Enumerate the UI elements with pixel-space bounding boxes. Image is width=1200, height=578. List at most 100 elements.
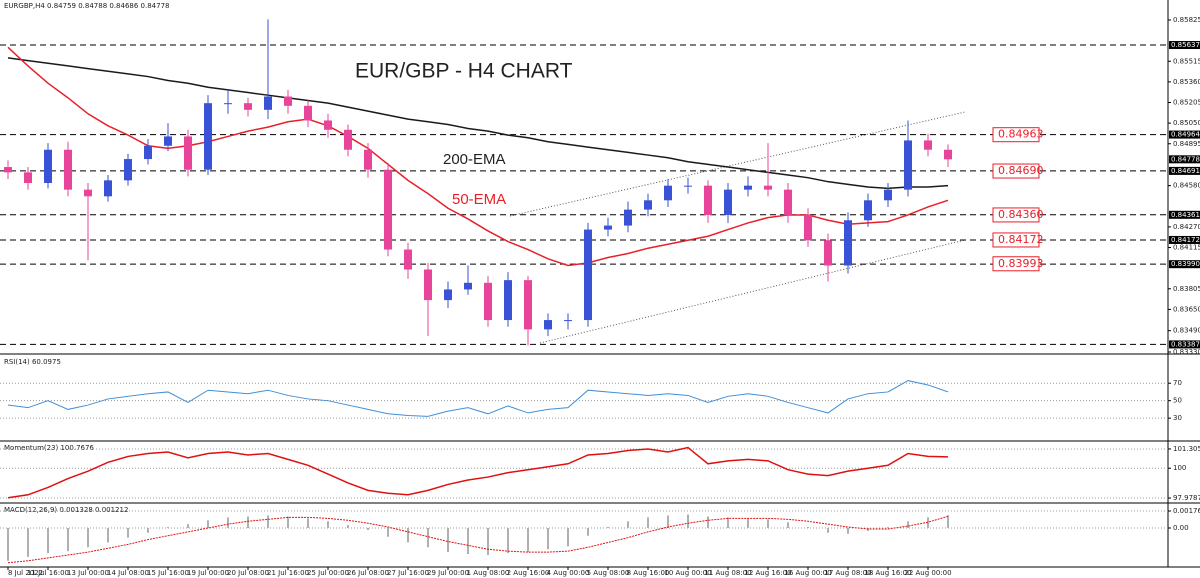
level-tag [1169, 340, 1200, 349]
candle-body [664, 185, 672, 201]
x-tick-label: 25 Jul 00:00 [307, 569, 349, 577]
macd-bar [7, 528, 9, 561]
level-label-box [992, 232, 1040, 248]
macd-bar [247, 516, 249, 529]
macd-bar [467, 528, 469, 555]
candle-body [824, 240, 832, 266]
level-tag [1169, 166, 1200, 175]
level-tag-label: 0.84172 [1171, 236, 1200, 244]
x-tick-label: 20 Jul 08:00 [227, 569, 269, 577]
macd-bar [267, 515, 269, 529]
y-tick-label: 0.85515 [1173, 57, 1200, 65]
channel-lower [539, 239, 966, 344]
macd-bar [747, 518, 749, 529]
x-tick-label: 22 Aug 00:00 [904, 569, 951, 577]
candle-body [244, 103, 252, 110]
macd-bar [947, 515, 949, 529]
macd-bar [707, 516, 709, 529]
candle-body [144, 145, 152, 160]
last-price-label: 0.84778 [1171, 155, 1200, 163]
candle-body [524, 280, 532, 330]
macd-bar [627, 521, 629, 529]
annotation: 200-EMA [443, 151, 506, 168]
x-tick-label: 14 Jul 08:00 [107, 569, 149, 577]
y-tick-label: 70 [1173, 379, 1182, 387]
y-tick-label: 50 [1173, 397, 1182, 405]
x-tick-label: 19 Jul 00:00 [187, 569, 229, 577]
candle-body [264, 96, 272, 110]
chart-title: EUR/GBP - H4 CHART [355, 60, 573, 83]
macd-bar [527, 528, 529, 553]
macd-bar [607, 527, 609, 529]
candle-body [884, 189, 892, 201]
candle-body [844, 220, 852, 266]
level-label: 0.84690 [998, 164, 1044, 177]
y-tick-label: 100 [1173, 464, 1186, 472]
candle-body [24, 172, 32, 184]
macd-bar [47, 528, 49, 554]
candle-body [784, 189, 792, 215]
x-tick-label: 8 Aug 16:00 [627, 569, 670, 577]
x-tick-label: 4 Aug 00:00 [547, 569, 590, 577]
y-tick-label: 0.85825 [1173, 16, 1200, 24]
candle-body [764, 185, 772, 190]
level-tag [1169, 210, 1200, 219]
level-label: 0.83993 [998, 257, 1044, 270]
candle-body [624, 209, 632, 226]
macd-bar [687, 514, 689, 529]
level-tag [1169, 130, 1200, 139]
macd-bar [487, 528, 489, 556]
macd-bar [327, 521, 329, 529]
macd-bar [547, 528, 549, 550]
macd-bar [447, 528, 449, 553]
header: EURGBP,H4 0.84759 0.84788 0.84686 0.8477… [4, 2, 170, 10]
macd-bar [787, 522, 789, 529]
signal-line [7, 515, 949, 564]
panel-label: MACD(12,26,9) 0.001328 0.001212 [4, 506, 128, 514]
macd-bar [87, 528, 89, 548]
x-tick-label: 5 Aug 08:00 [587, 569, 630, 577]
candle-body [204, 103, 212, 170]
y-tick-label: 0.83650 [1173, 305, 1200, 313]
y-tick-label: 0.84580 [1173, 182, 1200, 190]
y-tick-label: 0.84115 [1173, 244, 1200, 252]
candle-body [684, 185, 692, 187]
candle-body [284, 96, 292, 106]
indicator-line [7, 446, 949, 499]
macd-bar [827, 528, 829, 533]
macd-bar [387, 528, 389, 537]
candle-body [104, 180, 112, 197]
macd-bar [187, 524, 189, 529]
macd-bar [647, 517, 649, 529]
candle-body [224, 103, 232, 105]
level-label-box [992, 256, 1040, 272]
candle-body [504, 280, 512, 321]
y-tick-label: 0.84270 [1173, 223, 1200, 231]
macd-bar [427, 528, 429, 548]
macd-bar [847, 528, 849, 534]
candle-body [724, 189, 732, 215]
macd-bar [887, 527, 889, 529]
candle-body [604, 225, 612, 230]
level-tag-label: 0.84964 [1171, 131, 1200, 139]
macd-bar [907, 521, 909, 529]
level-label: 0.84360 [998, 208, 1044, 221]
macd-bar [107, 528, 109, 543]
last-price-tag [1169, 155, 1200, 164]
y-tick-label: 0.00 [1173, 524, 1189, 532]
macd-bar [767, 519, 769, 529]
candle-body [184, 136, 192, 170]
y-tick-label: 0.83330 [1173, 348, 1200, 356]
x-tick-label: 29 Jul 00:00 [427, 569, 469, 577]
x-tick-label: 18 Aug 16:00 [864, 569, 911, 577]
macd-bar [587, 528, 589, 536]
indicator-line [7, 380, 949, 417]
macd-bar [127, 528, 129, 538]
y-tick-label: 0.85360 [1173, 78, 1200, 86]
candle-body [564, 320, 572, 322]
candle-body [804, 214, 812, 241]
x-tick-label: 16 Aug 00:00 [784, 569, 831, 577]
y-tick-label: 0.85205 [1173, 99, 1200, 107]
